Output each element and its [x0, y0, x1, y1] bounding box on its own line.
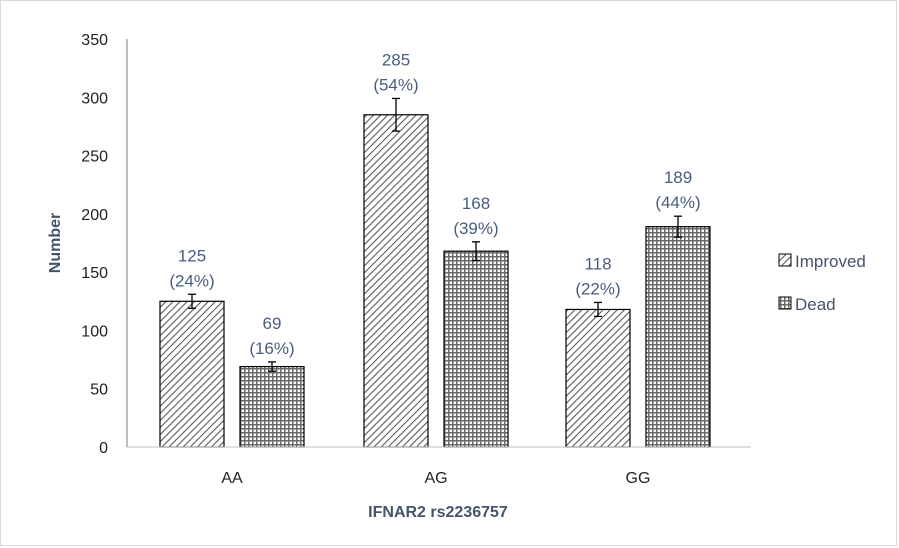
bars	[159, 114, 711, 448]
y-axis-ticks: 0 50 100 150 200 250 300 350	[81, 32, 108, 457]
legend-item-dead: Dead	[778, 295, 836, 314]
data-label-percent: (39%)	[453, 219, 498, 238]
y-tick-label: 200	[81, 207, 108, 224]
y-tick-label: 250	[81, 149, 108, 166]
legend: Improved Dead	[778, 252, 866, 314]
data-label-value: 168	[462, 194, 490, 213]
error-bar	[392, 97, 400, 132]
y-tick-label: 300	[81, 90, 108, 107]
legend-label-improved: Improved	[795, 252, 866, 271]
bar-dead-ag	[443, 250, 509, 448]
error-bar	[594, 301, 602, 318]
data-label-percent: (44%)	[655, 193, 700, 212]
data-label-value: 285	[382, 50, 410, 69]
error-bars	[188, 97, 682, 372]
legend-item-improved: Improved	[778, 252, 866, 271]
bar-improved-ag	[363, 114, 429, 448]
y-axis-title: Number	[47, 213, 64, 273]
x-tick-label: GG	[626, 470, 651, 487]
data-label-percent: (24%)	[169, 271, 214, 290]
error-bar	[188, 293, 196, 309]
data-label-value: 69	[263, 314, 282, 333]
legend-swatch-dead	[778, 296, 792, 310]
data-labels: 125 (24%) 285 (54%) 118 (22%) 69 (16%) 168 (39%) 1…	[169, 50, 700, 357]
y-tick-label: 50	[90, 382, 108, 399]
bar-improved-aa	[159, 300, 225, 448]
x-tick-label: AG	[424, 470, 447, 487]
data-label-percent: (16%)	[249, 339, 294, 358]
legend-swatch-improved	[778, 253, 792, 267]
error-bar	[472, 241, 480, 262]
data-label-value: 189	[664, 168, 692, 187]
y-tick-label: 100	[81, 323, 108, 340]
data-label-value: 125	[178, 246, 206, 265]
data-label-percent: (54%)	[373, 75, 418, 94]
bar-dead-gg	[645, 226, 711, 448]
data-label-percent: (22%)	[575, 279, 620, 298]
x-axis-title: IFNAR2 rs2236757	[368, 504, 508, 521]
legend-label-dead: Dead	[795, 295, 836, 314]
x-tick-label: AA	[221, 470, 243, 487]
bar-improved-gg	[565, 308, 631, 448]
error-bar	[674, 215, 682, 238]
x-axis-categories: AA AG GG	[221, 470, 650, 487]
y-tick-label: 0	[99, 440, 108, 457]
data-label-value: 118	[584, 254, 611, 273]
y-tick-label: 150	[81, 265, 108, 282]
bar-dead-aa	[239, 365, 305, 448]
y-tick-label: 350	[81, 32, 108, 49]
error-bar	[268, 361, 276, 372]
